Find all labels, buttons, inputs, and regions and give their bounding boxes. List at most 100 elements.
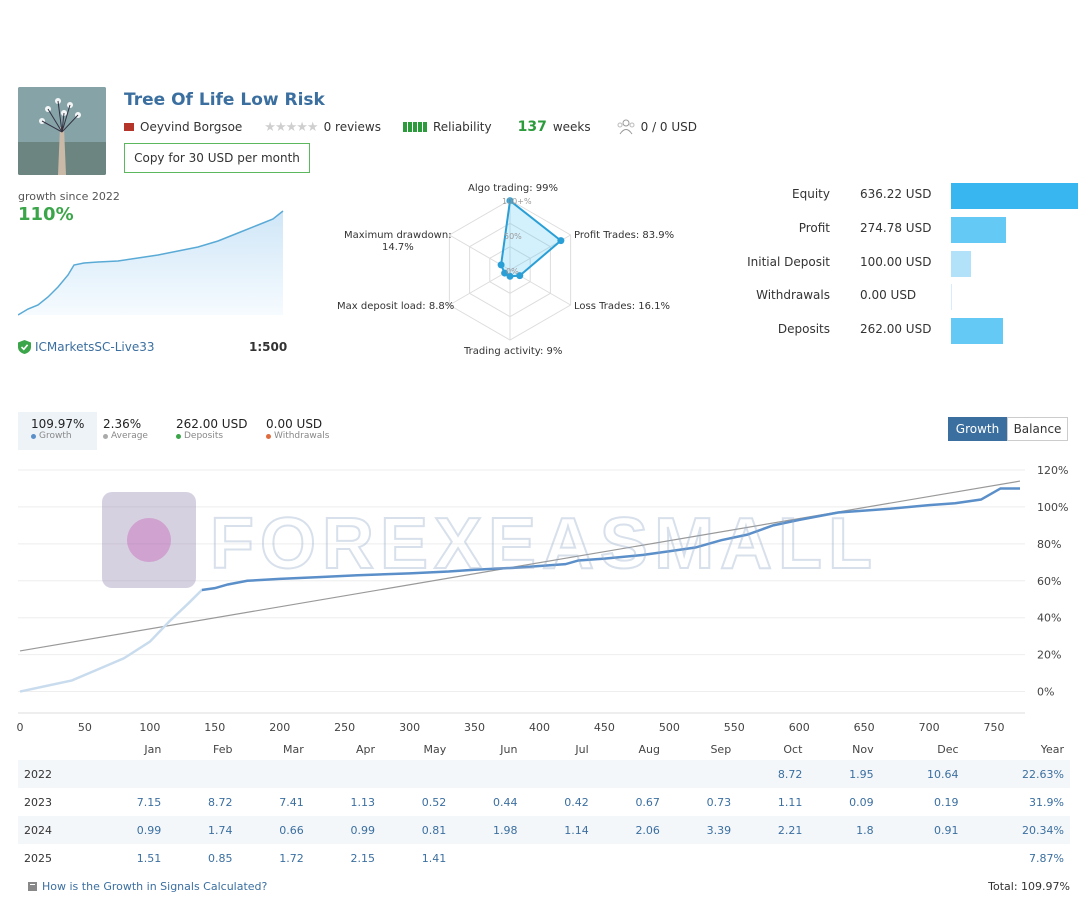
growth-cell: 1.41 [421,851,447,865]
growth-dot-icon [31,433,36,439]
x-tick-label: 250 [334,721,355,734]
stat-name: Equity [792,187,830,201]
growth-cell: 1.8 [808,816,880,844]
summary-growth[interactable]: 109.97% Growth [18,412,98,450]
growth-cell [96,760,168,788]
growth-cell: 0.73 [706,795,732,809]
radar-label-deposit-load: Max deposit load: 8.8% [337,301,455,312]
x-tick-label: 350 [464,721,485,734]
stat-value: 262.00 USD [860,322,932,336]
reliability-bars-icon [402,122,427,132]
avatar [18,87,106,175]
growth-cell: 0.91 [879,816,965,844]
author-name[interactable]: Oeyvind Borgsoe [140,120,243,134]
avatar-image [18,87,106,175]
growth-cell [595,844,666,872]
growth-cell: 0.99 [96,816,168,844]
growth-cell: 1.14 [523,816,595,844]
growth-cell: 0.85 [208,851,233,865]
growth-calc-link[interactable]: How is the Growth in Signals Calculated? [28,880,267,893]
growth-cell: 7.15 [136,795,162,809]
growth-cell: 2.21 [737,816,809,844]
column-header: Year [1040,742,1064,756]
growth-toggle-button[interactable]: Growth [948,417,1007,441]
growth-line-early [19,589,203,693]
growth-cell [523,844,594,872]
stat-name: Deposits [777,322,830,336]
radar-point-2 [516,272,524,280]
average-dot-icon [103,433,108,439]
growth-cell: 1.98 [452,816,524,844]
y-tick-label: 40% [1037,612,1061,625]
growth-cell: 7.41 [279,795,304,809]
growth-cell: 8.72 [737,760,809,788]
column-header: Feb [213,742,233,756]
stat-row-equity: Equity 636.22 USD [700,183,1080,209]
summary-average[interactable]: 2.36% Average [90,412,161,450]
table-row: 2025 1.51 0.85 1.72 2.15 1.41 7.87% [18,844,1070,872]
y-tick-label: 120% [1037,464,1068,477]
growth-cell: 0.81 [381,816,453,844]
summary-withdrawals-label: Withdrawals [274,431,330,441]
radar-ring-50: 50% [504,232,522,241]
growth-cell: 0.44 [492,795,518,809]
growth-cell: 2.15 [350,851,376,865]
table-body: 2022 8.72 1.95 10.64 22.63% 2023 7.15 8.72 7.41 1… [18,760,1070,872]
x-tick-label: 50 [78,721,92,734]
weeks-label: weeks [552,120,591,134]
radar-ring-0: 0% [506,267,519,276]
radar-ring-100: 100+% [502,197,532,206]
book-icon [28,882,37,891]
radar-label-profit: Profit Trades: 83.9% [574,230,675,241]
growth-chart: 120% 100% 80% 60% 40% 20% 0% 0 50 100 150 200 250 300… [17,464,1069,734]
reviews-link[interactable]: 0 reviews [323,120,381,134]
signal-title[interactable]: Tree Of Life Low Risk [124,90,325,110]
summary-deposits[interactable]: 262.00 USD Deposits [163,412,260,450]
x-tick-label: 650 [854,721,875,734]
x-tick-label: 500 [659,721,680,734]
broker-server[interactable]: ICMarketsSC-Live33 [18,340,155,354]
y-tick-label: 0% [1037,686,1054,699]
stat-row-profit: Profit 274.78 USD [700,217,1080,243]
growth-cell [594,760,666,788]
summary-withdrawals[interactable]: 0.00 USD Withdrawals [253,412,342,450]
subscribers-value: 0 / 0 USD [640,120,698,134]
radar-point-0 [506,197,514,205]
deposits-dot-icon [176,433,181,439]
growth-cell: 20.34% [964,816,1070,844]
table-row: 2024 0.99 1.74 0.66 0.99 0.81 1.98 1.14 2.06 3.39… [18,816,1070,844]
table-row: 2022 8.72 1.95 10.64 22.63% [18,760,1070,788]
year-cell: 2023 [24,795,52,809]
radar-point-1 [557,237,565,245]
stat-name: Withdrawals [756,288,830,302]
stat-value: 0.00 USD [860,288,917,302]
growth-since-value: 110% [18,204,74,225]
growth-cell [665,760,738,788]
verified-shield-icon [18,340,31,354]
column-header: Jun [500,742,518,756]
growth-cell [808,844,879,872]
balance-toggle-button[interactable]: Balance [1007,417,1068,441]
growth-line [201,487,1020,592]
radar-chart: Algo trading: 99% Profit Trades: 83.9% L… [320,175,700,370]
x-tick-label: 100 [139,721,160,734]
year-cell: 2022 [18,760,97,788]
column-header: Apr [355,742,375,756]
stat-name: Initial Deposit [747,255,830,269]
radar-axis-4 [449,269,511,306]
growth-cell: 0.52 [421,795,447,809]
reliability-label: Reliability [432,120,492,134]
growth-since-label: growth since 2022 [18,190,120,203]
broker-server-label: ICMarketsSC-Live33 [35,340,155,354]
growth-cell: 1.13 [350,795,376,809]
radar-label-algo: Algo trading: 99% [468,183,559,194]
copy-signal-button[interactable]: Copy for 30 USD per month [124,143,310,173]
x-tick-label: 400 [529,721,550,734]
summary-average-label: Average [111,431,148,441]
column-header [18,738,96,760]
y-tick-label: 100% [1037,501,1068,514]
growth-cell: 0.66 [238,816,310,844]
growth-cell: 0.99 [309,816,381,844]
growth-cell [238,760,310,788]
column-header: Jan [144,742,162,756]
